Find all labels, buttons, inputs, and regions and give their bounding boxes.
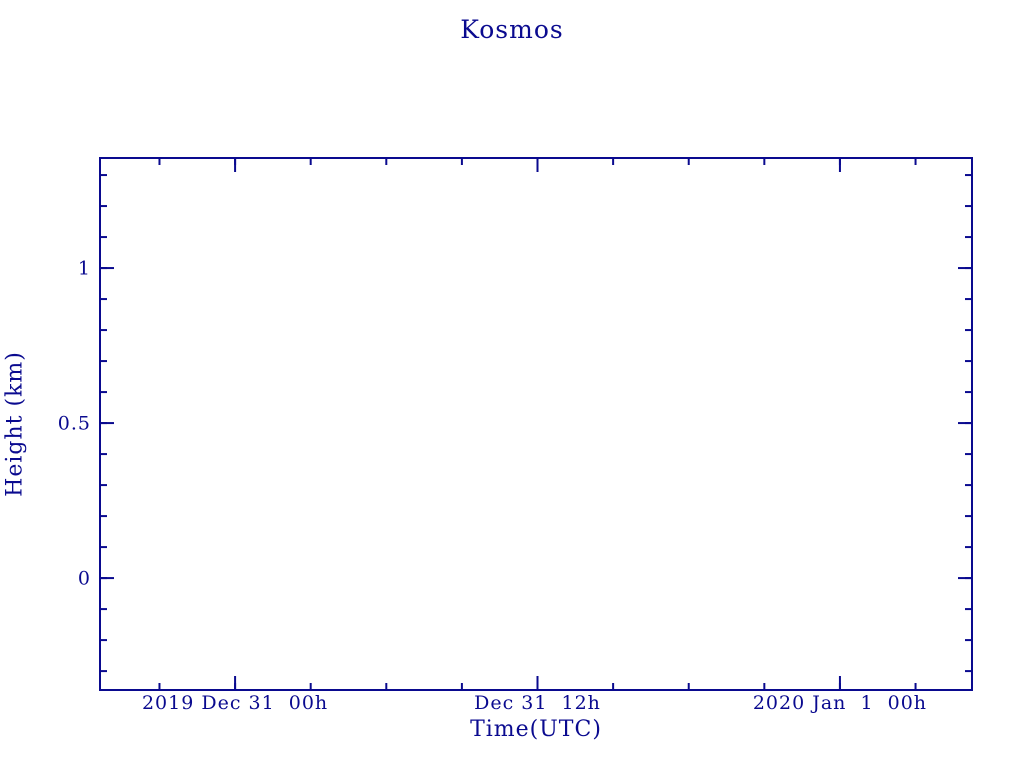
y-tick-label: 0 [78,567,91,589]
plot-border [99,157,973,691]
x-tick-label: 2019 Dec 31 00h [142,692,328,714]
x-axis-label: Time(UTC) [470,717,602,742]
x-tick-label: Dec 31 12h [474,692,601,714]
chart-title: Kosmos [460,15,564,44]
x-tick-label: 2020 Jan 1 00h [753,692,927,714]
y-tick-label: 1 [78,257,91,279]
y-tick-label: 0.5 [58,412,91,434]
